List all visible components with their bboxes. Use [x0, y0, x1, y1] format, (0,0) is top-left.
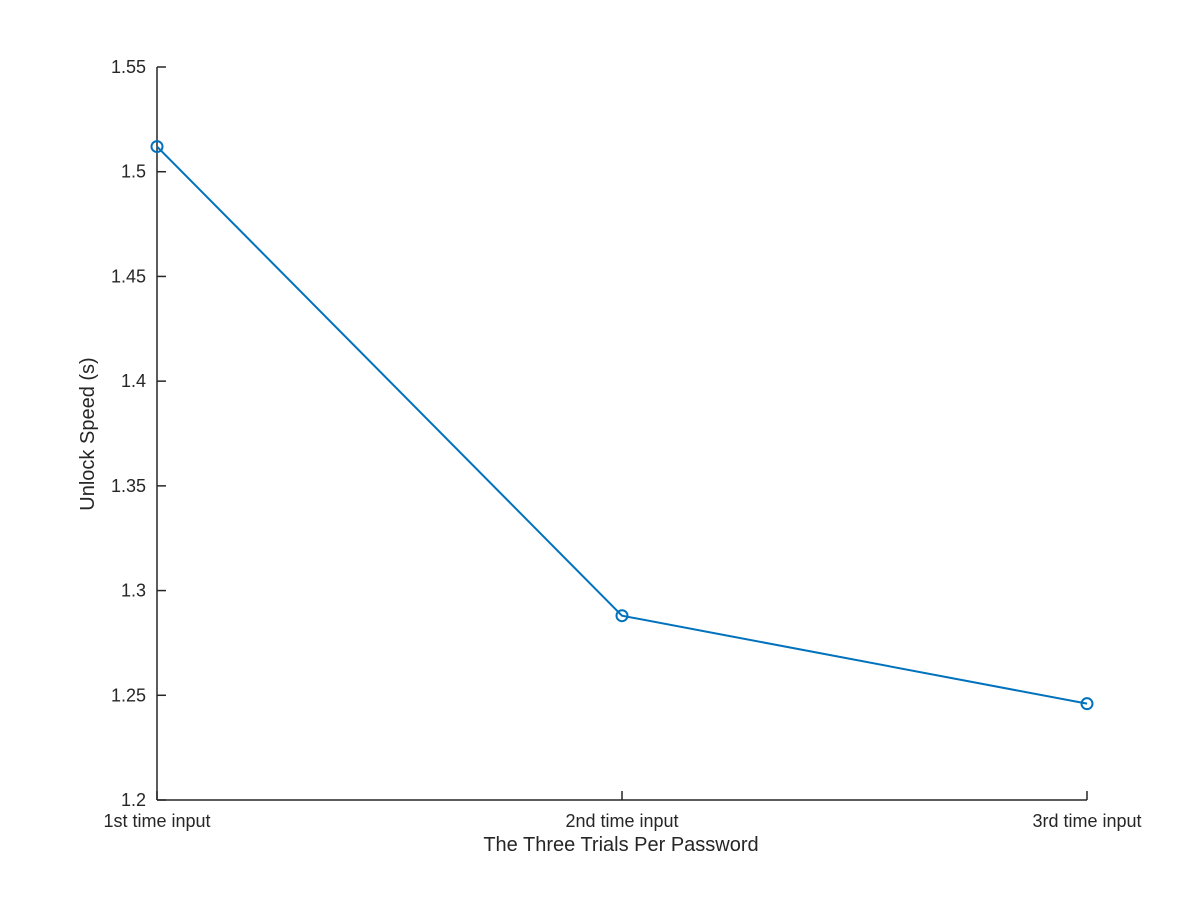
x-tick-label: 2nd time input [565, 811, 678, 831]
y-tick-label: 1.3 [121, 581, 146, 601]
y-tick-label: 1.2 [121, 790, 146, 810]
y-tick-label: 1.55 [111, 57, 146, 77]
y-tick-label: 1.45 [111, 266, 146, 286]
y-axis-label: Unlock Speed (s) [77, 357, 99, 510]
series-line [156, 145, 1088, 705]
y-tick-label: 1.35 [111, 476, 146, 496]
x-tick-label: 3rd time input [1032, 811, 1141, 831]
x-tick-label: 1st time input [103, 811, 210, 831]
data-point [615, 609, 629, 623]
y-tick-label: 1.4 [121, 371, 146, 391]
data-layer [150, 140, 1094, 711]
y-tick-label: 1.5 [121, 162, 146, 182]
data-point [1080, 697, 1094, 711]
x-axis-label: The Three Trials Per Password [483, 834, 758, 856]
axes-layer: 1.2 1.25 1.3 1.35 1.4 1.45 1.5 1.55 1st time inp… [103, 57, 1141, 831]
y-tick-label: 1.25 [111, 685, 146, 705]
data-point [150, 140, 164, 154]
